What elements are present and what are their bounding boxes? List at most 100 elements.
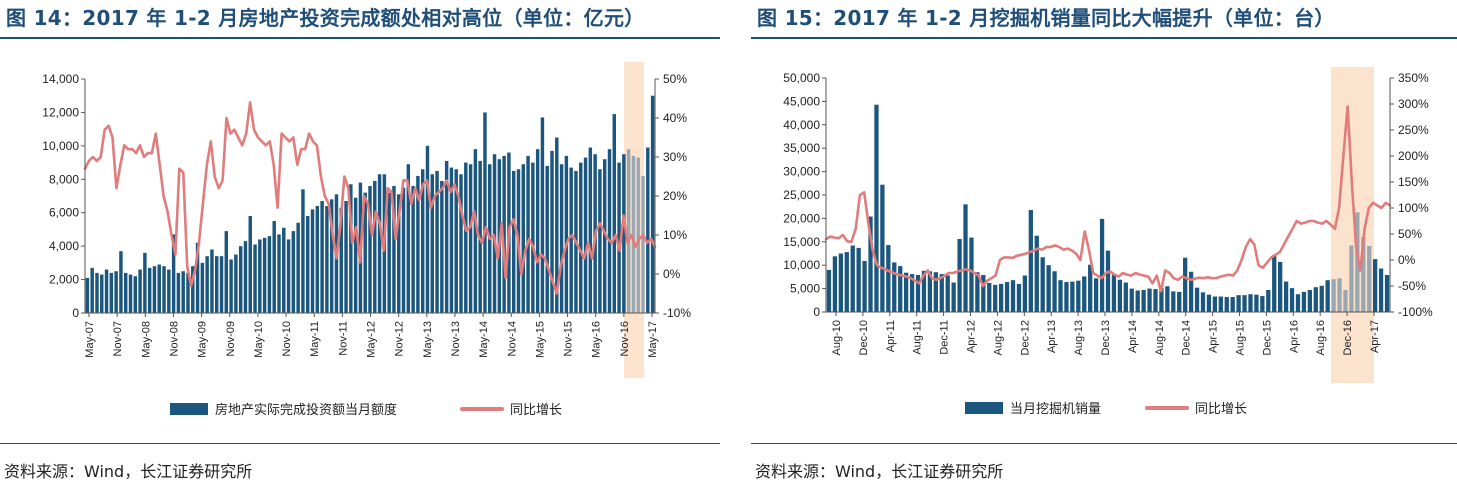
x-tick-label: May-09 (197, 321, 209, 358)
bar (435, 170, 439, 313)
bar (550, 150, 554, 313)
right-tick-label: 150% (1398, 175, 1429, 189)
x-tick-label: Aug-12 (992, 320, 1004, 355)
bar (1117, 279, 1123, 312)
bar (1022, 275, 1028, 312)
excavator-sales-chart: 0 5,000 10,000 15,000 20,000 25,000 30,000 35,0… (783, 67, 1433, 416)
bar (176, 272, 181, 313)
bar (320, 201, 324, 313)
bar (1212, 296, 1218, 312)
x-tick-label: Nov-15 (563, 321, 575, 356)
bar (1206, 294, 1212, 312)
figure-15-source: 资料来源：Wind，长江证券研究所 (755, 462, 1004, 481)
bar (401, 187, 406, 313)
bar (306, 216, 310, 313)
right-tick-label: -100% (1398, 305, 1433, 319)
left-tick-label: 10,000 (42, 139, 79, 153)
x-tick-label: May-07 (84, 321, 96, 358)
left-tick-label: 0 (813, 305, 820, 319)
bar (583, 157, 588, 313)
bar (1004, 282, 1010, 312)
bar (210, 249, 214, 313)
bar (650, 95, 655, 313)
bar (1076, 280, 1081, 312)
yoy-growth-line (824, 105, 1392, 293)
bar (1313, 287, 1318, 312)
right-tick-label: 30% (663, 150, 687, 164)
right-tick-label: 20% (663, 189, 687, 203)
bar (1046, 265, 1051, 312)
bar (898, 266, 903, 312)
bar (1200, 292, 1206, 312)
right-tick-label: -50% (1398, 279, 1426, 293)
bar (392, 185, 396, 313)
bar (521, 164, 526, 313)
bar (1325, 280, 1330, 312)
right-tick-label: 40% (663, 111, 687, 125)
bar (1165, 286, 1170, 312)
bar (272, 221, 276, 313)
x-tick-label: Apr-17 (1369, 320, 1381, 353)
bar (454, 169, 458, 313)
bar (886, 245, 891, 312)
x-tick-label: Apr-12 (966, 320, 978, 353)
bar (1064, 282, 1069, 312)
bar (157, 264, 161, 313)
bar (844, 252, 849, 312)
bar (315, 206, 320, 313)
bar (617, 162, 621, 313)
left-tick-label: 45,000 (783, 94, 820, 108)
bar (998, 283, 1004, 312)
bar (1052, 271, 1057, 312)
bar (296, 222, 300, 313)
bar (1378, 268, 1384, 312)
bar (1373, 259, 1378, 312)
bar (641, 175, 645, 313)
figure-14: 图 14：2017 年 1-2 月房地产投资完成额处相对高位（单位：亿元） 0 2… (0, 0, 720, 487)
bar (1272, 255, 1277, 312)
bar (277, 234, 281, 313)
bar (483, 112, 487, 313)
figure-14-source: 资料来源：Wind，长江证券研究所 (4, 462, 253, 481)
bar (1343, 290, 1348, 312)
bar (325, 206, 329, 313)
bar (181, 271, 185, 313)
bar (1236, 295, 1241, 312)
bar (238, 246, 243, 313)
bar (353, 197, 358, 313)
bar (1129, 288, 1134, 312)
bar (602, 159, 607, 313)
bar (969, 237, 974, 312)
bar (1183, 257, 1188, 312)
bar (186, 272, 190, 313)
bar (904, 272, 909, 312)
bar (838, 253, 843, 312)
x-tick-label: Apr-14 (1127, 320, 1139, 353)
bar (1295, 294, 1301, 312)
bar (90, 267, 94, 313)
bar (579, 162, 583, 313)
x-tick-label: Aug-14 (1154, 320, 1166, 355)
bar (1278, 261, 1283, 312)
bar (502, 155, 506, 313)
left-tick-label: 2,000 (49, 273, 79, 287)
bar (1099, 218, 1105, 312)
x-tick-label: May-16 (591, 321, 603, 358)
bar (100, 274, 104, 313)
bar (626, 149, 631, 313)
x-tick-label: Apr-13 (1046, 320, 1058, 353)
bar (880, 184, 885, 312)
bar (243, 241, 248, 313)
bar (1248, 294, 1253, 312)
bar (1016, 283, 1022, 312)
x-tick-label: Aug-11 (912, 320, 924, 355)
title-rule (751, 37, 1457, 39)
bar (1147, 288, 1152, 312)
bar (114, 271, 118, 313)
figure-15-title: 图 15：2017 年 1-2 月挖掘机销量同比大幅提升（单位：台） (757, 6, 1335, 30)
x-tick-label: Aug-16 (1315, 320, 1327, 355)
bar (167, 269, 171, 313)
bar (200, 262, 205, 313)
right-tick-label: 300% (1398, 97, 1429, 111)
right-tick-label: 50% (663, 72, 687, 86)
